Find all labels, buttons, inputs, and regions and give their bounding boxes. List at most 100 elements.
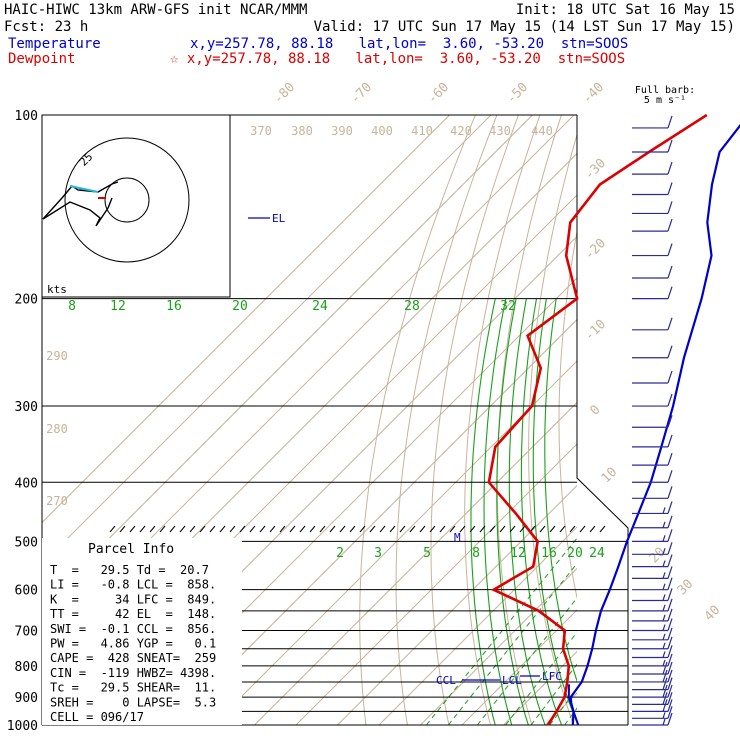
hatch-mark — [499, 525, 506, 533]
wind-barb-half-flag — [662, 572, 666, 579]
moist-adiabat-line — [532, 298, 577, 724]
wind-barb-flag — [667, 618, 673, 631]
isotherm-line — [628, 115, 740, 725]
temperature-line — [569, 123, 740, 726]
wind-barb-half-flag — [662, 659, 666, 667]
isotherm-line — [254, 401, 577, 725]
top-marker-label: M — [454, 531, 461, 544]
isotherm-line — [42, 115, 450, 524]
legend-temperature: Temperature — [8, 36, 101, 52]
hatch-mark — [509, 525, 516, 533]
hatch-mark — [279, 525, 286, 533]
hatch-mark — [389, 525, 396, 533]
wind-barb-flag — [667, 669, 673, 683]
theta-label: 370 — [250, 124, 272, 138]
hatch-mark — [229, 525, 236, 533]
hodograph-units: kts — [47, 283, 67, 296]
parcel-info-row: Tc = 29.5 SHEAR= 11. — [50, 681, 216, 695]
wind-barb-half-flag — [662, 712, 666, 719]
header-fcst: Fcst: 23 h — [4, 19, 88, 35]
theta-label: 380 — [291, 124, 313, 138]
hatch-mark — [259, 525, 266, 533]
wind-barb-flag — [667, 588, 673, 601]
el-label: EL — [272, 212, 286, 225]
mixing-ratio-label: 20 — [232, 299, 248, 314]
wind-barb-flag — [667, 645, 673, 658]
theta-label: 420 — [450, 124, 472, 138]
hatch-mark — [179, 525, 186, 533]
dry-adiabat-line — [617, 115, 698, 725]
lfc-label: LFC — [542, 670, 562, 683]
hatch-mark — [569, 525, 576, 533]
freezing-level-hatch — [109, 525, 606, 533]
wind-barb-flag — [667, 501, 673, 514]
isotherm-line — [587, 115, 740, 725]
mixing-ratio-lines — [426, 298, 577, 725]
isotherm-label: -70 — [348, 80, 375, 107]
wind-barb-flag — [667, 577, 673, 590]
mixing-ratio-label: 32 — [500, 299, 516, 314]
wind-barb-half-flag — [662, 718, 666, 726]
legend-dewpoint: Dewpoint — [8, 51, 75, 67]
mixing-ratio-line — [426, 537, 577, 725]
pressure-label: 500 — [15, 535, 38, 550]
pressure-label: 700 — [15, 625, 38, 640]
wind-barb-flag — [667, 317, 673, 331]
parcel-info-row: K = 34 LFC = 849. — [50, 592, 216, 606]
wind-barb-half-flag — [662, 535, 666, 542]
wind-barb-half-flag — [662, 583, 666, 590]
mixing-ratio-line — [505, 631, 577, 725]
wind-barb-flag — [667, 470, 673, 483]
hatch-mark — [359, 525, 366, 533]
wind-barb-half-flag — [662, 507, 666, 514]
hatch-mark — [379, 525, 386, 533]
isotherm-line — [420, 567, 577, 725]
dry-adiabat-line — [528, 132, 577, 725]
hatch-mark — [239, 525, 246, 533]
theta-label: 290 — [46, 349, 68, 363]
hatch-mark — [479, 525, 486, 533]
barb-connector — [576, 115, 629, 725]
wind-barb-flag — [662, 684, 668, 698]
hatch-mark — [579, 525, 586, 533]
hatch-mark — [559, 525, 566, 533]
pressure-label: 200 — [15, 293, 38, 308]
isotherm-line — [171, 318, 577, 725]
parcel-info-row: CAPE = 428 SNEAT= 259 — [50, 651, 216, 665]
wind-barb-flag — [667, 653, 673, 667]
mixing-ratio-label: 24 — [589, 546, 605, 561]
isotherm-label: -10 — [582, 317, 609, 344]
parcel-info-row: SWI = -0.1 CCL = 856. — [50, 622, 216, 636]
dewpoint-line — [487, 113, 708, 726]
hodograph-trace-cyan — [69, 185, 99, 193]
wind-barb-flag — [667, 115, 673, 129]
isotherm-line — [42, 115, 492, 565]
mixing-ratio-label: 3 — [374, 546, 382, 561]
wind-barb-flag — [667, 699, 673, 712]
mixing-ratio-label: 16 — [166, 299, 182, 314]
isotherm-label: -80 — [271, 80, 298, 107]
hatch-mark — [319, 525, 326, 533]
wind-barb-flag — [662, 661, 668, 675]
hodograph-ring-inner — [104, 177, 150, 223]
theta-label: 440 — [531, 124, 553, 138]
hatch-mark — [219, 525, 226, 533]
isotherm-line — [42, 115, 533, 607]
wind-barb-half-flag — [662, 560, 666, 567]
parcel-info-row: T = 29.5 Td = 20.7 — [50, 563, 209, 577]
ccl-label: CCL — [436, 674, 456, 687]
header-init: Init: 18 UTC Sat 16 May 15 — [516, 2, 735, 18]
hatch-mark — [449, 525, 456, 533]
wind-barb-half-flag — [662, 642, 666, 649]
wind-barb-half-flag — [662, 521, 666, 528]
pressure-label: 100 — [15, 109, 38, 124]
wind-barb-half-flag — [662, 604, 666, 612]
mixing-ratio-line — [530, 663, 577, 725]
isotherm-line — [670, 115, 740, 725]
wind-barb-flag — [667, 554, 673, 567]
hatch-mark — [249, 525, 256, 533]
parcel-info-row: PW = 4.86 YGP = 0.1 — [50, 637, 216, 651]
legend-dewpoint-info: ☆ x,y=257.78, 88.18 lat,lon= 3.60, -53.2… — [170, 51, 625, 67]
hatch-mark — [399, 525, 406, 533]
wind-barb-flag — [667, 434, 673, 448]
